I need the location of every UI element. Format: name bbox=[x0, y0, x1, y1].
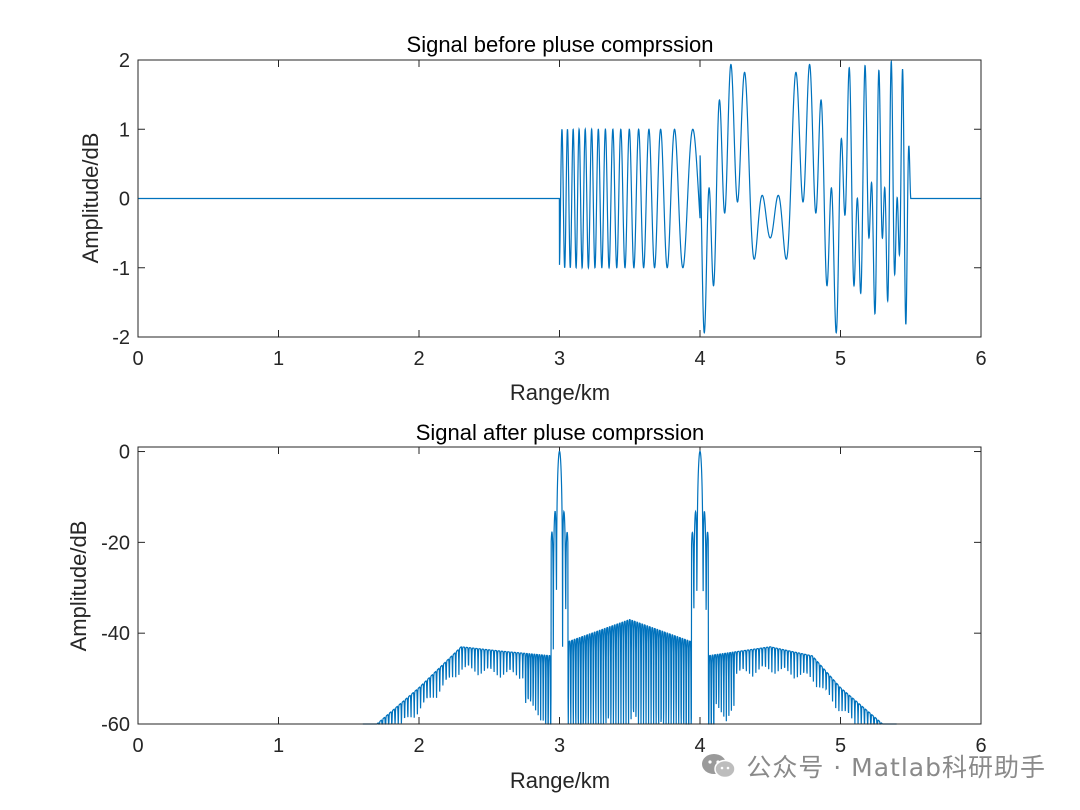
bottom-x-tick-label: 6 bbox=[975, 735, 986, 757]
top-x-tick-label: 5 bbox=[835, 348, 846, 370]
bottom-y-tick-label: 0 bbox=[119, 442, 130, 464]
bottom-y-axis-label: Amplitude/dB bbox=[66, 521, 91, 652]
bottom-y-tick-label: -40 bbox=[101, 623, 130, 645]
bottom-ticks: 0 1 2 3 4 5 6 -60 -40 -20 0 bbox=[101, 442, 986, 757]
top-chart-title: Signal before pluse comprssion bbox=[407, 32, 714, 57]
bottom-x-tick-label: 1 bbox=[273, 735, 284, 757]
bottom-x-axis-label: Range/km bbox=[510, 768, 610, 793]
top-signal-line bbox=[138, 59, 981, 335]
top-y-tick-label: -2 bbox=[112, 327, 130, 349]
top-y-tick-label: 0 bbox=[119, 189, 130, 211]
bottom-y-tick-label: -60 bbox=[101, 714, 130, 736]
watermark: 公众号 · Matlab科研助手 bbox=[700, 748, 1046, 784]
top-x-tick-label: 1 bbox=[273, 348, 284, 370]
top-x-axis-label: Range/km bbox=[510, 380, 610, 405]
watermark-text: 公众号 · Matlab科研助手 bbox=[746, 753, 1046, 782]
bottom-chart-title: Signal after pluse comprssion bbox=[416, 420, 705, 445]
top-y-tick-label: 1 bbox=[119, 119, 130, 141]
bottom-x-tick-label: 2 bbox=[413, 735, 424, 757]
bottom-axes-box bbox=[137, 446, 982, 725]
bottom-signal-line bbox=[362, 450, 897, 725]
top-y-tick-label: 2 bbox=[119, 50, 130, 72]
bottom-x-tick-label: 0 bbox=[132, 735, 143, 757]
top-x-tick-label: 4 bbox=[694, 348, 705, 370]
top-axes: Signal before pluse comprssion 0 1 2 3 4 5 6 -2… bbox=[78, 32, 987, 405]
bottom-y-tick-label: -20 bbox=[101, 532, 130, 554]
bottom-axes: Signal after pluse comprssion 0 1 2 3 4 5 6 -60… bbox=[66, 420, 987, 793]
wechat-icon bbox=[702, 754, 737, 779]
top-x-tick-label: 0 bbox=[132, 348, 143, 370]
top-axes-box bbox=[137, 59, 982, 338]
bottom-x-tick-label: 5 bbox=[835, 735, 846, 757]
top-y-axis-label: Amplitude/dB bbox=[78, 133, 103, 264]
top-y-tick-label: -1 bbox=[112, 258, 130, 280]
bottom-x-tick-label: 4 bbox=[694, 735, 705, 757]
top-x-tick-label: 6 bbox=[975, 348, 986, 370]
bottom-x-tick-label: 3 bbox=[554, 735, 565, 757]
top-x-tick-label: 3 bbox=[554, 348, 565, 370]
top-x-tick-label: 2 bbox=[413, 348, 424, 370]
top-ticks: 0 1 2 3 4 5 6 -2 -1 0 1 2 bbox=[112, 50, 986, 370]
